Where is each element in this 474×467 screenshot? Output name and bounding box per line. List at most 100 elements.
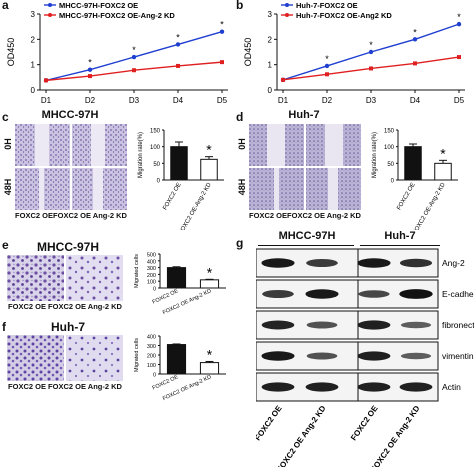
blot-band [306, 352, 338, 360]
panel-e-title: MHCC-97H [36, 240, 99, 254]
c-ytick-label: 100 [150, 145, 161, 151]
a-point [132, 68, 136, 73]
blot-band [399, 382, 433, 392]
row-label-0h-d: 0H [237, 138, 247, 150]
e-ytick-label: 0 [153, 287, 156, 293]
b-legend-marker [285, 3, 289, 7]
b-xtick-label: D1 [278, 96, 289, 105]
col-label-foxc2-oe-f: FOXC2 OE [8, 382, 46, 391]
transwell-images-e [7, 255, 123, 301]
panel-f-label: f [2, 320, 6, 334]
d-ytick-label: 50 [387, 162, 394, 168]
panel-c-label: c [2, 110, 9, 124]
a-sig-mark: * [88, 58, 92, 68]
d-xtick-label-0: FOXC2 OE [396, 182, 416, 211]
b-point [324, 63, 330, 69]
wound-healing-images-d [249, 124, 361, 210]
b-point [369, 66, 373, 71]
a-point [44, 78, 48, 83]
b-point [412, 37, 418, 42]
blot-protein-label: E-cadherin [442, 289, 474, 299]
e-ytick-label: 400 [147, 259, 156, 265]
b-point [457, 55, 461, 60]
e-bar-1 [199, 279, 220, 289]
blot-lane-label: FOXC2 OE Ang-2 KD [369, 404, 422, 467]
b-sig-mark: * [413, 27, 417, 37]
a-legend-label: MHCC-97H-FOXC2 OE-Ang-2 KD [59, 11, 175, 20]
b-legend-marker [285, 13, 289, 17]
b-point [281, 77, 285, 82]
d-ylabel: Migration rate(%) [372, 132, 378, 178]
blot-band [305, 382, 339, 392]
row-label-0h-c: 0H [3, 138, 13, 150]
b-legend-label: Huh-7-FOXC2 OE-Ang2 KD [296, 11, 392, 20]
a-sig-mark: * [220, 20, 224, 30]
b-xtick-label: D3 [366, 96, 377, 105]
b-sig-mark: * [369, 40, 373, 50]
b-sig-mark: * [325, 54, 329, 64]
blot-group-line-2 [360, 245, 440, 246]
blot-protein-label: fibronectin [442, 320, 474, 330]
blot-group-line-1 [258, 245, 354, 246]
col-label-foxc2-oe-c: FOXC2 OE [15, 211, 53, 220]
a-point [220, 60, 224, 65]
a-xtick-label: D1 [41, 96, 52, 105]
a-ytick-label: 1 [31, 61, 36, 70]
col-label-ang2-kd-e: FOXC2 OE Ang-2 KD [48, 302, 122, 311]
d-ytick-label: 100 [384, 145, 395, 151]
blot-band [400, 352, 432, 360]
a-legend-label: MHCC-97H-FOXC2 OE [59, 1, 138, 10]
e-ytick-label: 100 [147, 280, 156, 286]
blot-band [305, 289, 339, 299]
blot-band [261, 382, 295, 392]
col-label-foxc2-oe-e: FOXC2 OE [8, 302, 46, 311]
f-bar-1 [199, 362, 220, 375]
b-legend-label: Huh-7-FOXC2 OE [296, 1, 358, 10]
blot-band [261, 320, 295, 330]
d-bar-1 [434, 162, 452, 181]
f-ylabel: Migrated cells [134, 338, 140, 372]
c-ytick-label: 150 [150, 129, 161, 135]
b-ytick-label: 2 [268, 35, 273, 44]
panel-d-label: d [236, 110, 244, 124]
a-point [176, 63, 180, 68]
blot-lane-label: FOXC2 OE Ang-2 KD [275, 404, 328, 467]
b-ytick-label: 3 [268, 10, 273, 19]
b-xtick-label: D2 [322, 96, 333, 105]
b-ytick-label: 0 [268, 86, 273, 95]
col-label-foxc2-oe-d: FOXC2 OE [249, 211, 287, 220]
line-chart-a: 0 1 2 3 D1 D2 D3 D4 D5 OD450 MHCC-97H-FOXC2 OEMHCC… [6, 1, 228, 105]
line-chart-b: 0 1 2 3 D1 D2 D3 D4 D5 OD450 Huh-7-FOXC2 OEHuh-7-F… [243, 1, 465, 105]
d-ytick-label: 0 [391, 179, 395, 185]
blot-lane-label: FOXC2 OE [256, 403, 284, 442]
c-ytick-label: 0 [157, 179, 161, 185]
blot-band [399, 289, 433, 299]
row-label-48h-c: 48H [3, 178, 13, 196]
b-point [413, 61, 417, 66]
a-xtick-label: D2 [85, 96, 96, 105]
panel-a-label: a [2, 0, 9, 12]
b-ylabel: OD450 [243, 38, 253, 67]
bar-chart-c: 0 50 100 150 Migration rate(%) FOXC2 OEFOXC2 … [138, 129, 224, 230]
c-ylabel: Migration rate(%) [138, 132, 144, 178]
row-label-48h-d: 48H [237, 178, 247, 196]
f-ytick-label: 100 [147, 363, 156, 369]
a-point [88, 74, 92, 79]
blot-band [261, 258, 295, 268]
b-point [325, 72, 329, 77]
col-label-ang2-kd-f: FOXC2 OE Ang-2 KD [48, 382, 122, 391]
b-xtick-label: D4 [410, 96, 421, 105]
blot-band [306, 259, 338, 267]
wound-healing-images-c [15, 124, 127, 210]
blot-band [358, 290, 390, 298]
c-sig-mark: * [206, 142, 212, 158]
e-ytick-label: 200 [147, 273, 156, 279]
d-bar-0 [404, 146, 422, 181]
f-ytick-label: 400 [147, 335, 156, 341]
b-xtick-label: D5 [454, 96, 465, 105]
a-ytick-label: 0 [31, 86, 36, 95]
a-point [131, 54, 137, 60]
a-sig-mark: * [132, 45, 136, 55]
blot-band [357, 258, 391, 268]
